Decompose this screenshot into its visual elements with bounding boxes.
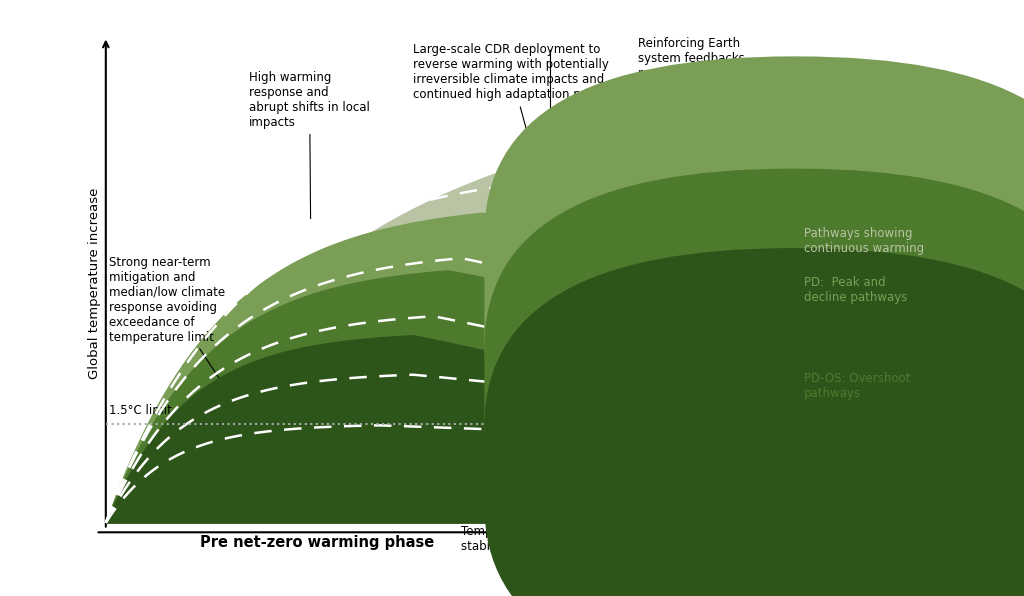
Text: Strong near-term
mitigation and
median/low climate
response avoiding
exceedance : Strong near-term mitigation and median/l… [110, 256, 227, 390]
Text: Large-scale CDR deployment to
reverse warming with potentially
irreversible clim: Large-scale CDR deployment to reverse wa… [413, 44, 609, 136]
Text: Temperature
stabilisation at target level: Temperature stabilisation at target leve… [461, 482, 621, 554]
Text: PD-OS: Overshoot
pathways: PD-OS: Overshoot pathways [804, 372, 910, 400]
Text: Long-term state: Long-term state [585, 535, 719, 550]
Text: Gradually warming reversal with
sustainable levels of CDR: Gradually warming reversal with sustaina… [208, 471, 401, 513]
Text: Pathways showing
continuous warming: Pathways showing continuous warming [804, 228, 924, 255]
Text: Time: Time [751, 526, 783, 539]
Text: Global temperature increase: Global temperature increase [88, 187, 100, 379]
Text: Reinforcing Earth
system feedbacks
result in continued
long-term warming
despite: Reinforcing Earth system feedbacks resul… [638, 36, 766, 125]
Text: 1.5°C limit: 1.5°C limit [110, 404, 172, 417]
Text: PD-EP: Enhanced
protection pathways: PD-EP: Enhanced protection pathways [804, 452, 940, 480]
Text: PD:  Peak and
decline pathways: PD: Peak and decline pathways [804, 276, 907, 304]
Text: Pre net-zero warming phase: Pre net-zero warming phase [201, 535, 434, 550]
Text: High warming
response and
abrupt shifts in local
impacts: High warming response and abrupt shifts … [249, 71, 370, 219]
